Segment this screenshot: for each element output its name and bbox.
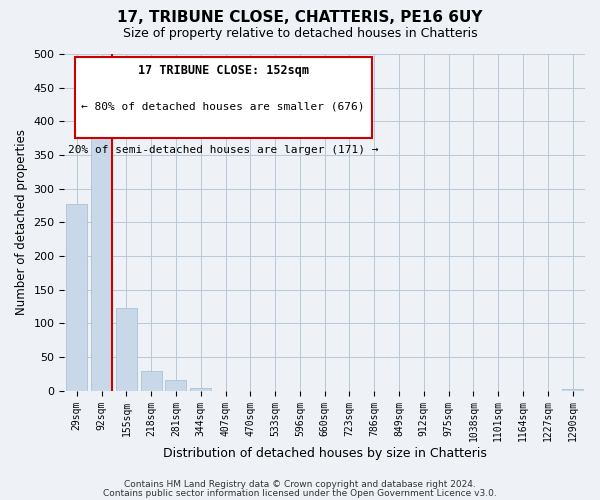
- Text: 17, TRIBUNE CLOSE, CHATTERIS, PE16 6UY: 17, TRIBUNE CLOSE, CHATTERIS, PE16 6UY: [117, 10, 483, 25]
- Y-axis label: Number of detached properties: Number of detached properties: [15, 130, 28, 316]
- Bar: [166, 380, 187, 390]
- Text: ← 80% of detached houses are smaller (676): ← 80% of detached houses are smaller (67…: [82, 101, 365, 111]
- Text: 20% of semi-detached houses are larger (171) →: 20% of semi-detached houses are larger (…: [68, 145, 379, 155]
- Bar: [116, 308, 137, 390]
- Text: Contains HM Land Registry data © Crown copyright and database right 2024.: Contains HM Land Registry data © Crown c…: [124, 480, 476, 489]
- Bar: [140, 371, 162, 390]
- X-axis label: Distribution of detached houses by size in Chatteris: Distribution of detached houses by size …: [163, 447, 487, 460]
- FancyBboxPatch shape: [75, 58, 371, 138]
- Text: 17 TRIBUNE CLOSE: 152sqm: 17 TRIBUNE CLOSE: 152sqm: [137, 64, 308, 77]
- Text: Contains public sector information licensed under the Open Government Licence v3: Contains public sector information licen…: [103, 488, 497, 498]
- Bar: [66, 204, 88, 390]
- Bar: [190, 388, 211, 390]
- Text: Size of property relative to detached houses in Chatteris: Size of property relative to detached ho…: [122, 28, 478, 40]
- Bar: [91, 116, 112, 390]
